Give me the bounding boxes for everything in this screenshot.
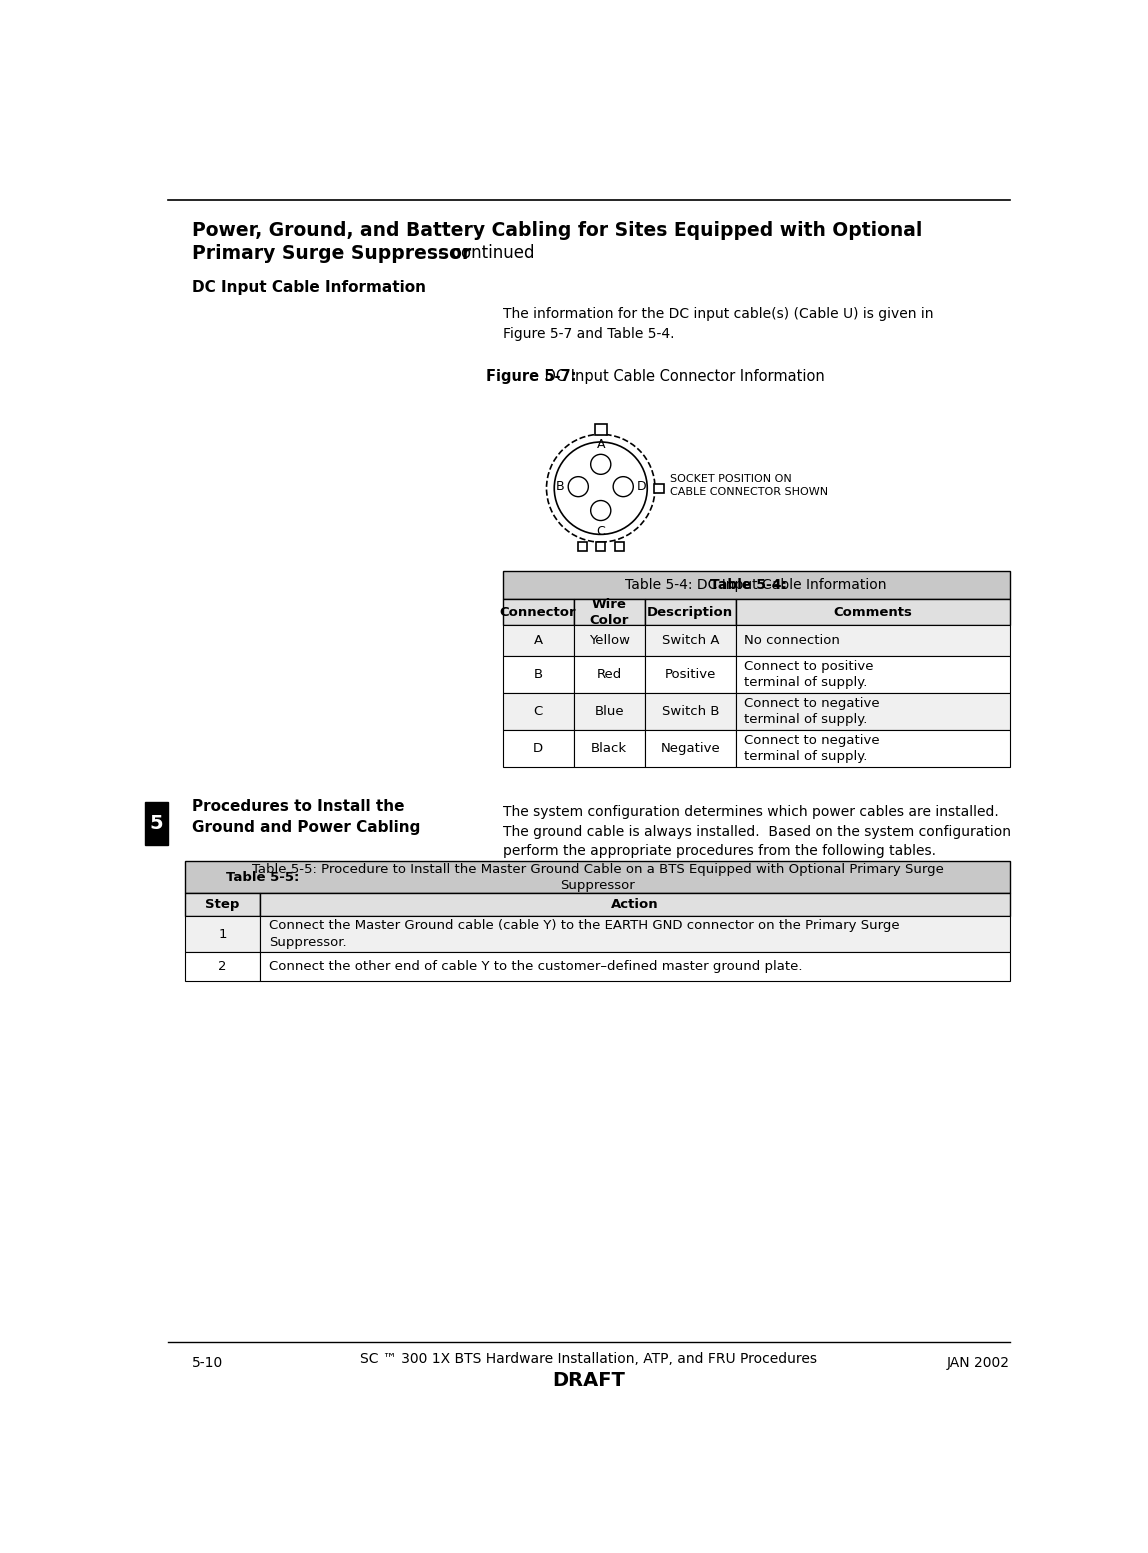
Text: Connect the other end of cable Y to the customer–defined master ground plate.: Connect the other end of cable Y to the … xyxy=(269,960,802,972)
FancyBboxPatch shape xyxy=(645,599,736,626)
Text: Power, Ground, and Battery Cabling for Sites Equipped with Optional: Power, Ground, and Battery Cabling for S… xyxy=(192,221,922,241)
FancyBboxPatch shape xyxy=(503,655,574,693)
FancyBboxPatch shape xyxy=(259,893,1010,916)
Text: – continued: – continued xyxy=(433,244,535,262)
Text: Table 5-4:: Table 5-4: xyxy=(709,578,786,592)
Text: Primary Surge Suppressor: Primary Surge Suppressor xyxy=(192,244,471,262)
FancyBboxPatch shape xyxy=(736,693,1010,730)
Text: Connect to negative
terminal of supply.: Connect to negative terminal of supply. xyxy=(744,697,879,725)
FancyBboxPatch shape xyxy=(614,542,625,551)
Text: A: A xyxy=(534,634,543,648)
Text: The information for the DC input cable(s) (Cable U) is given in
Figure 5-7 and T: The information for the DC input cable(s… xyxy=(503,307,933,340)
Text: JAN 2002: JAN 2002 xyxy=(947,1356,1010,1370)
Text: Red: Red xyxy=(597,668,622,682)
Text: 1: 1 xyxy=(218,927,226,941)
FancyBboxPatch shape xyxy=(503,599,574,626)
FancyBboxPatch shape xyxy=(259,952,1010,981)
Text: Positive: Positive xyxy=(665,668,716,682)
Text: Procedures to Install the
Ground and Power Cabling: Procedures to Install the Ground and Pow… xyxy=(192,800,420,836)
FancyBboxPatch shape xyxy=(645,730,736,767)
FancyBboxPatch shape xyxy=(596,542,605,551)
Text: Connect to negative
terminal of supply.: Connect to negative terminal of supply. xyxy=(744,735,879,763)
Text: Blue: Blue xyxy=(595,705,623,717)
Text: Table 5-5: Procedure to Install the Master Ground Cable on a BTS Equipped with O: Table 5-5: Procedure to Install the Mast… xyxy=(251,862,944,891)
FancyBboxPatch shape xyxy=(595,424,606,435)
Text: Step: Step xyxy=(205,898,240,912)
FancyBboxPatch shape xyxy=(577,542,587,551)
Text: Connector: Connector xyxy=(499,606,576,618)
Text: Table 5-5:: Table 5-5: xyxy=(226,871,298,884)
Text: C: C xyxy=(596,525,605,539)
FancyBboxPatch shape xyxy=(574,655,645,693)
Text: 5-10: 5-10 xyxy=(192,1356,223,1370)
Text: A: A xyxy=(597,438,605,452)
Text: 5: 5 xyxy=(150,814,163,834)
FancyBboxPatch shape xyxy=(736,730,1010,767)
FancyBboxPatch shape xyxy=(645,626,736,655)
FancyBboxPatch shape xyxy=(503,626,574,655)
Text: DC Input Cable Information: DC Input Cable Information xyxy=(192,280,426,295)
Text: Yellow: Yellow xyxy=(589,634,629,648)
Text: DC Input Cable Connector Information: DC Input Cable Connector Information xyxy=(541,370,825,384)
FancyBboxPatch shape xyxy=(503,730,574,767)
Text: Black: Black xyxy=(591,742,627,755)
FancyBboxPatch shape xyxy=(574,730,645,767)
Text: Switch B: Switch B xyxy=(661,705,719,717)
FancyBboxPatch shape xyxy=(645,693,736,730)
FancyBboxPatch shape xyxy=(259,916,1010,952)
FancyBboxPatch shape xyxy=(574,599,645,626)
FancyBboxPatch shape xyxy=(185,952,259,981)
Text: SC ™ 300 1X BTS Hardware Installation, ATP, and FRU Procedures: SC ™ 300 1X BTS Hardware Installation, A… xyxy=(359,1353,817,1367)
FancyBboxPatch shape xyxy=(185,916,259,952)
Text: The system configuration determines which power cables are installed.
The ground: The system configuration determines whic… xyxy=(503,806,1010,859)
FancyBboxPatch shape xyxy=(574,626,645,655)
FancyBboxPatch shape xyxy=(503,572,1010,599)
Text: Wire
Color: Wire Color xyxy=(589,598,629,627)
FancyBboxPatch shape xyxy=(503,693,574,730)
Text: Connect the Master Ground cable (cable Y) to the EARTH GND connector on the Prim: Connect the Master Ground cable (cable Y… xyxy=(269,919,900,949)
FancyBboxPatch shape xyxy=(654,483,664,492)
Text: Action: Action xyxy=(611,898,659,912)
Text: D: D xyxy=(637,480,646,494)
Text: Connect to positive
terminal of supply.: Connect to positive terminal of supply. xyxy=(744,660,874,690)
FancyBboxPatch shape xyxy=(645,655,736,693)
Text: B: B xyxy=(534,668,543,682)
Text: Switch A: Switch A xyxy=(661,634,719,648)
Text: 2: 2 xyxy=(218,960,226,972)
Text: SOCKET POSITION ON
CABLE CONNECTOR SHOWN: SOCKET POSITION ON CABLE CONNECTOR SHOWN xyxy=(670,474,829,497)
FancyBboxPatch shape xyxy=(185,860,1010,893)
FancyBboxPatch shape xyxy=(574,693,645,730)
Text: Negative: Negative xyxy=(660,742,720,755)
FancyBboxPatch shape xyxy=(736,626,1010,655)
FancyBboxPatch shape xyxy=(736,599,1010,626)
Text: No connection: No connection xyxy=(744,634,839,648)
Text: C: C xyxy=(534,705,543,717)
Text: Figure 5-7:: Figure 5-7: xyxy=(486,370,576,384)
FancyBboxPatch shape xyxy=(185,893,259,916)
Text: Comments: Comments xyxy=(833,606,913,618)
Text: B: B xyxy=(556,480,565,494)
FancyBboxPatch shape xyxy=(736,655,1010,693)
Text: DRAFT: DRAFT xyxy=(552,1371,625,1390)
FancyBboxPatch shape xyxy=(145,803,169,845)
Text: D: D xyxy=(533,742,543,755)
Text: Description: Description xyxy=(647,606,734,618)
Text: Table 5-4: DC Input Cable Information: Table 5-4: DC Input Cable Information xyxy=(626,578,887,592)
